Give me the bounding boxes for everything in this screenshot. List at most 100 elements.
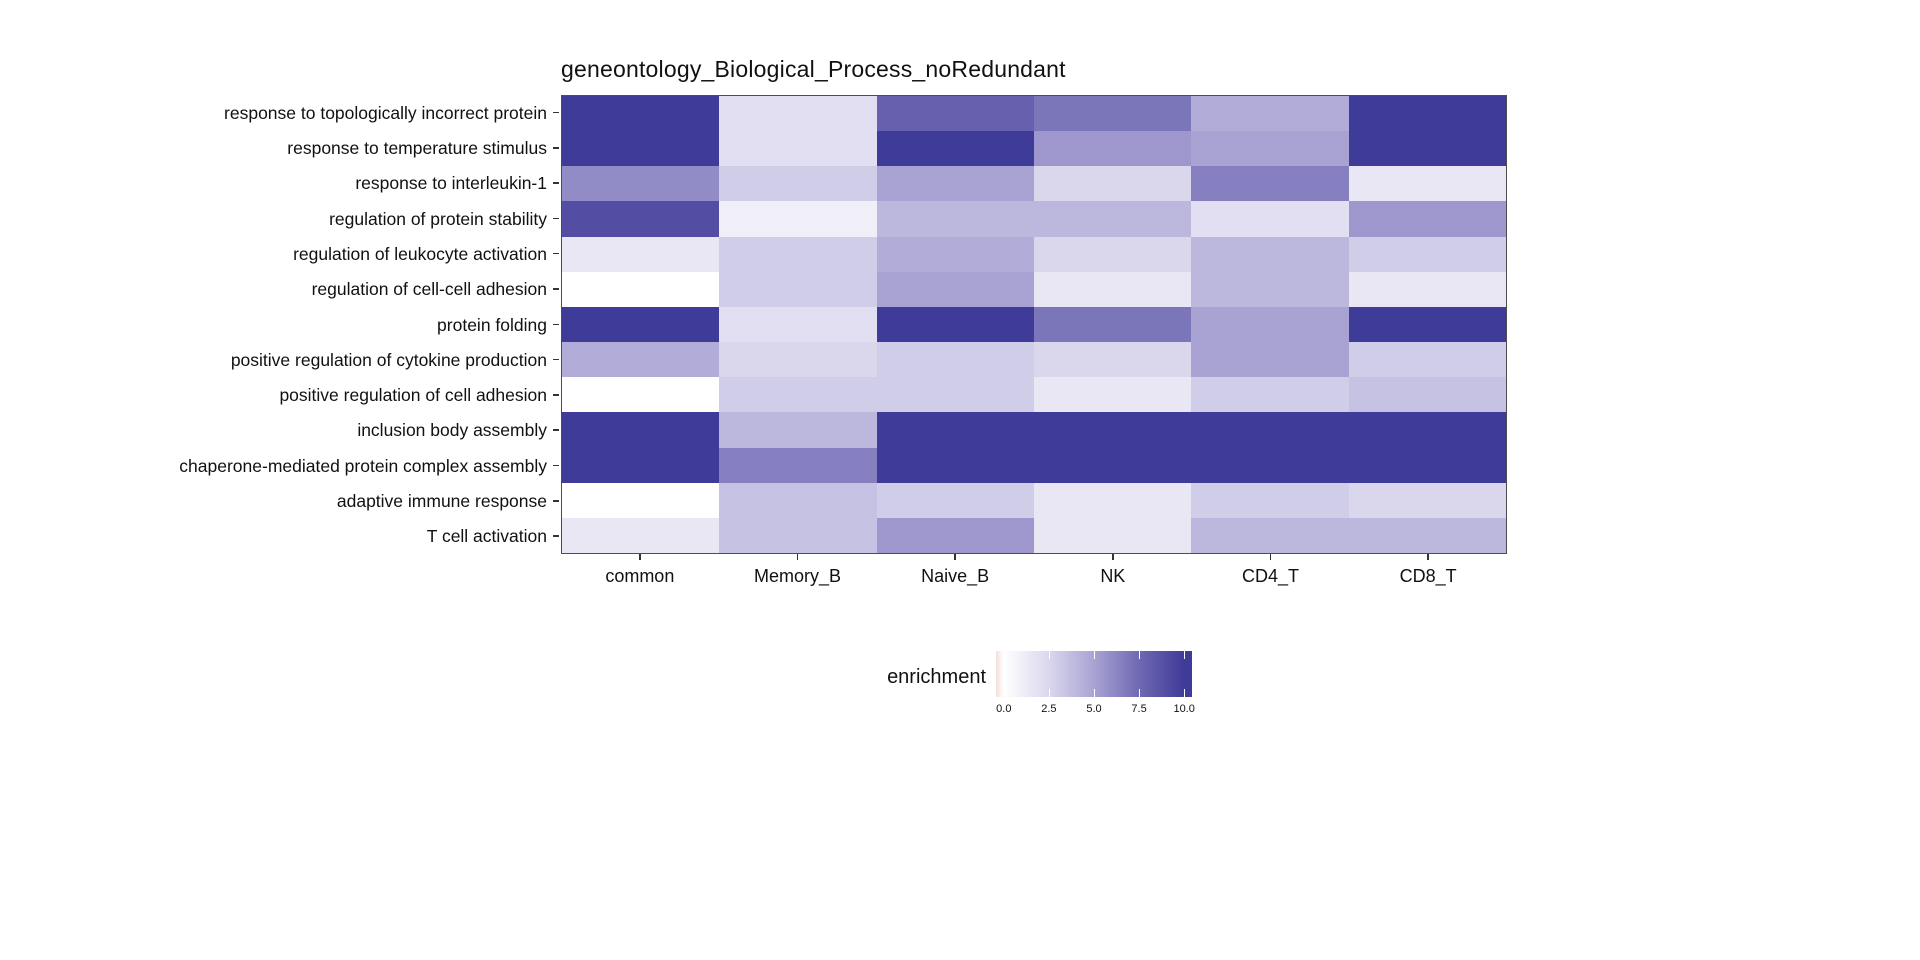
heatmap-cell (1033, 447, 1192, 483)
y-axis-label: response to topologically incorrect prot… (224, 102, 547, 123)
heatmap-cell (1191, 306, 1349, 343)
heatmap-cell (1033, 306, 1192, 343)
heatmap-cell (1191, 377, 1349, 413)
heatmap-cell (1033, 131, 1192, 167)
heatmap-cell (1348, 377, 1506, 413)
heatmap-cell (1033, 236, 1192, 272)
y-axis-tick (553, 464, 559, 467)
x-axis-label: Naive_B (921, 566, 990, 586)
heatmap-cell (876, 412, 1034, 448)
heatmap-cell (876, 271, 1034, 307)
y-axis-label: protein folding (437, 314, 547, 335)
legend-tick-label: 0.0 (996, 703, 1012, 715)
y-axis-label: T cell activation (426, 526, 547, 547)
heatmap-cell (719, 201, 877, 237)
x-axis-label: NK (1100, 566, 1126, 586)
heatmap-cell (562, 412, 720, 448)
legend-tick-mark (1094, 651, 1095, 659)
legend-tick-mark (1048, 651, 1050, 659)
heatmap-cell (719, 517, 877, 553)
x-axis-label: common (605, 566, 675, 586)
y-axis-tick (553, 500, 559, 502)
y-axis-tick (553, 429, 559, 432)
heatmap-cell (719, 166, 877, 202)
heatmap-panel (561, 95, 1507, 554)
heatmap-cell (1033, 482, 1192, 518)
y-axis-label: regulation of protein stability (329, 208, 547, 229)
heatmap-cell (719, 342, 877, 378)
x-axis-tick (1112, 554, 1114, 560)
heatmap-cell (1191, 517, 1349, 553)
heatmap-cell (1348, 412, 1506, 448)
heatmap-cell (876, 482, 1034, 518)
legend-tick-label: 2.5 (1041, 703, 1057, 715)
heatmap-cell (1191, 131, 1349, 167)
heatmap-cell (876, 306, 1034, 343)
heatmap-cell (1033, 201, 1192, 237)
y-axis-tick (553, 535, 559, 537)
heatmap-cell (562, 482, 720, 518)
heatmap-cell (1033, 271, 1192, 307)
legend-tick-label: 7.5 (1131, 703, 1147, 715)
heatmap-cell (876, 517, 1034, 553)
heatmap-cell (562, 306, 720, 343)
y-axis-label: positive regulation of cytokine producti… (230, 349, 547, 370)
heatmap-cell (719, 306, 877, 343)
heatmap-cell (1033, 517, 1192, 553)
x-axis-label: CD4_T (1241, 566, 1299, 586)
legend-tick-mark (1094, 689, 1095, 697)
heatmap-cell (1348, 131, 1506, 167)
y-axis-label: regulation of leukocyte activation (293, 243, 547, 264)
y-axis-label: positive regulation of cell adhesion (279, 385, 547, 406)
y-axis-tick (553, 288, 559, 290)
heatmap-cell (1348, 447, 1506, 483)
heatmap-cell (562, 271, 720, 307)
heatmap-cell (1348, 201, 1506, 237)
heatmap-cell (1191, 271, 1349, 307)
y-axis-tick (553, 252, 559, 255)
heatmap-cell (1191, 412, 1349, 448)
heatmap-cell (1033, 96, 1192, 132)
legend-tick-label: 10.0 (1173, 703, 1195, 715)
heatmap-cell (562, 166, 720, 202)
x-axis-label: Memory_B (753, 566, 841, 586)
heatmap-cell (876, 201, 1034, 237)
heatmap-cell (1191, 482, 1349, 518)
heatmap-cell (1033, 342, 1192, 378)
heatmap-cell (876, 342, 1034, 378)
heatmap-cell (719, 271, 877, 307)
heatmap-cell (876, 131, 1034, 167)
heatmap-cell (1191, 166, 1349, 202)
heatmap-cell (719, 236, 877, 272)
heatmap-cell (562, 201, 720, 237)
y-axis-label: response to temperature stimulus (287, 137, 547, 158)
legend-tick-mark (1003, 689, 1005, 697)
heatmap-cell (1191, 96, 1349, 132)
heatmap-cell (1348, 271, 1506, 307)
heatmap-cell (719, 377, 877, 413)
heatmap-cell (1191, 342, 1349, 378)
heatmap-cell (562, 447, 720, 483)
heatmap-cell (562, 342, 720, 378)
heatmap-cell (1348, 306, 1506, 343)
y-axis-label: response to interleukin-1 (355, 173, 547, 194)
heatmap-cell (876, 236, 1034, 272)
heatmap-cell (1348, 482, 1506, 518)
y-axis-label: adaptive immune response (336, 491, 547, 512)
x-axis-tick (639, 554, 641, 560)
y-axis-tick (553, 146, 559, 149)
y-axis-tick (553, 182, 559, 184)
heatmap-cell (1033, 412, 1192, 448)
y-axis-label: regulation of cell-cell adhesion (311, 279, 547, 300)
chart-title: geneontology_Biological_Process_noRedund… (561, 56, 1066, 82)
heatmap-cell (876, 166, 1034, 202)
heatmap-cell (1348, 342, 1506, 378)
heatmap-cell (876, 447, 1034, 483)
heatmap-cell (719, 412, 877, 448)
legend-tick-mark (1184, 651, 1186, 659)
x-axis-tick (1269, 554, 1272, 560)
heatmap-cell (1191, 236, 1349, 272)
heatmap-cell (562, 517, 720, 553)
heatmap-cell (1191, 447, 1349, 483)
